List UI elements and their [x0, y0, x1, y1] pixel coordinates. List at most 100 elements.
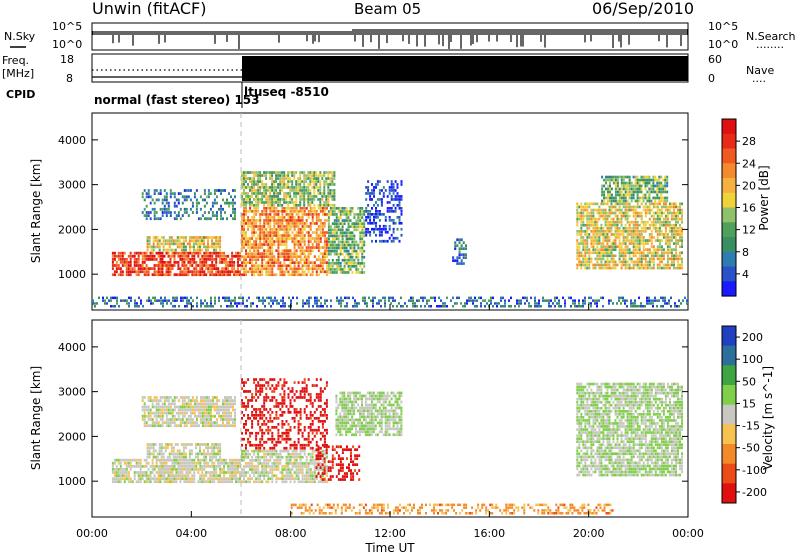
power-echo-cell	[662, 266, 665, 270]
power-echo-cell	[257, 180, 260, 183]
power-echo-cell	[218, 189, 220, 192]
power-echo-cell	[335, 271, 338, 274]
power-echo-cell	[119, 251, 122, 255]
velocity-echo-cell	[129, 468, 132, 471]
power-echo-cell	[197, 236, 199, 239]
power-echo-cell	[588, 263, 591, 267]
power-echo-cell	[644, 214, 647, 218]
power-echo-cell	[117, 264, 120, 267]
power-echo-cell	[656, 181, 659, 185]
power-echo-cell	[681, 245, 683, 248]
power-echo-cell	[598, 248, 601, 251]
velocity-echo-cell	[197, 468, 200, 471]
power-echo-cell	[305, 222, 308, 225]
power-echo-cell	[297, 222, 300, 225]
power-echo-cell	[327, 222, 330, 225]
power-echo-cell	[317, 234, 320, 237]
power-echo-cell	[654, 248, 657, 251]
power-echo-cell	[295, 213, 298, 216]
power-echo-cell	[458, 256, 461, 259]
power-echo-cell	[654, 190, 657, 194]
power-echo-cell	[476, 299, 478, 302]
power-echo-cell	[207, 254, 210, 258]
power-echo-cell	[255, 180, 258, 183]
power-echo-cell	[215, 236, 218, 239]
power-echo-cell	[337, 210, 340, 213]
power-echo-cell	[598, 205, 601, 209]
power-echo-cell	[281, 267, 284, 271]
power-echo-cell	[169, 211, 172, 214]
power-echo-cell	[225, 267, 228, 270]
power-echo-cell	[308, 299, 310, 302]
power-echo-cell	[618, 196, 621, 200]
power-echo-cell	[607, 193, 609, 197]
power-echo-cell	[195, 207, 198, 211]
power-echo-cell	[273, 183, 276, 186]
power-echo-cell	[380, 230, 383, 234]
power-echo-cell	[315, 195, 318, 198]
power-echo-cell	[293, 189, 296, 192]
velocity-echo-cell	[209, 465, 212, 468]
power-echo-cell	[353, 234, 356, 238]
power-echo-cell	[120, 299, 122, 302]
power-echo-cell	[518, 302, 520, 305]
power-echo-cell	[624, 245, 627, 248]
velocity-echo-cell	[213, 461, 216, 465]
power-echo-cell	[614, 196, 617, 200]
power-echo-cell	[267, 249, 270, 252]
power-echo-cell	[281, 174, 284, 177]
power-echo-cell	[197, 254, 200, 258]
power-echo-cell	[594, 263, 597, 267]
power-echo-cell	[255, 270, 258, 274]
power-echo-cell	[624, 184, 627, 188]
power-echo-cell	[203, 217, 206, 221]
power-echo-cell	[676, 305, 678, 308]
power-echo-cell	[662, 251, 665, 255]
power-echo-cell	[293, 240, 296, 243]
power-echo-cell	[363, 228, 366, 232]
power-echo-cell	[365, 198, 368, 201]
power-echo-cell	[620, 220, 623, 224]
power-echo-cell	[277, 195, 280, 198]
power-echo-cell	[592, 251, 595, 255]
power-echo-cell	[173, 273, 176, 277]
power-echo-cell	[283, 243, 286, 246]
power-echo-cell	[677, 208, 679, 212]
power-echo-cell	[171, 192, 174, 195]
power-echo-cell	[216, 189, 218, 192]
power-echo-cell	[301, 207, 304, 210]
power-echo-cell	[245, 171, 247, 174]
power-echo-cell	[349, 268, 352, 271]
power-echo-cell	[281, 270, 284, 274]
power-echo-cell	[640, 190, 643, 194]
power-echo-cell	[652, 220, 655, 224]
power-echo-cell	[183, 261, 186, 264]
power-echo-cell	[650, 266, 653, 270]
power-echo-cell	[257, 255, 260, 258]
power-echo-cell	[343, 268, 346, 271]
power-echo-cell	[636, 211, 639, 215]
power-echo-cell	[299, 177, 302, 180]
power-echo-cell	[576, 208, 579, 212]
power-echo-cell	[247, 252, 250, 255]
power-echo-cell	[666, 181, 669, 185]
velocity-echo-cell	[191, 458, 194, 462]
power-echo-cell	[295, 198, 298, 201]
power-echo-cell	[600, 257, 603, 261]
power-echo-cell	[333, 198, 336, 201]
power-echo-cell	[339, 213, 342, 216]
power-echo-cell	[594, 239, 597, 242]
velocity-echo-cell	[219, 458, 222, 462]
power-echo-cell	[468, 299, 470, 302]
power-echo-cell	[255, 237, 258, 240]
power-echo-cell	[285, 225, 288, 228]
power-echo-cell	[642, 242, 645, 245]
power-echo-cell	[662, 199, 665, 203]
power-echo-cell	[323, 201, 326, 204]
power-echo-cell	[321, 246, 324, 249]
power-echo-cell	[392, 210, 395, 213]
velocity-echo-cell	[153, 480, 156, 484]
power-echo-cell	[216, 195, 218, 199]
power-echo-cell	[293, 177, 296, 180]
power-echo-cell	[652, 299, 654, 302]
